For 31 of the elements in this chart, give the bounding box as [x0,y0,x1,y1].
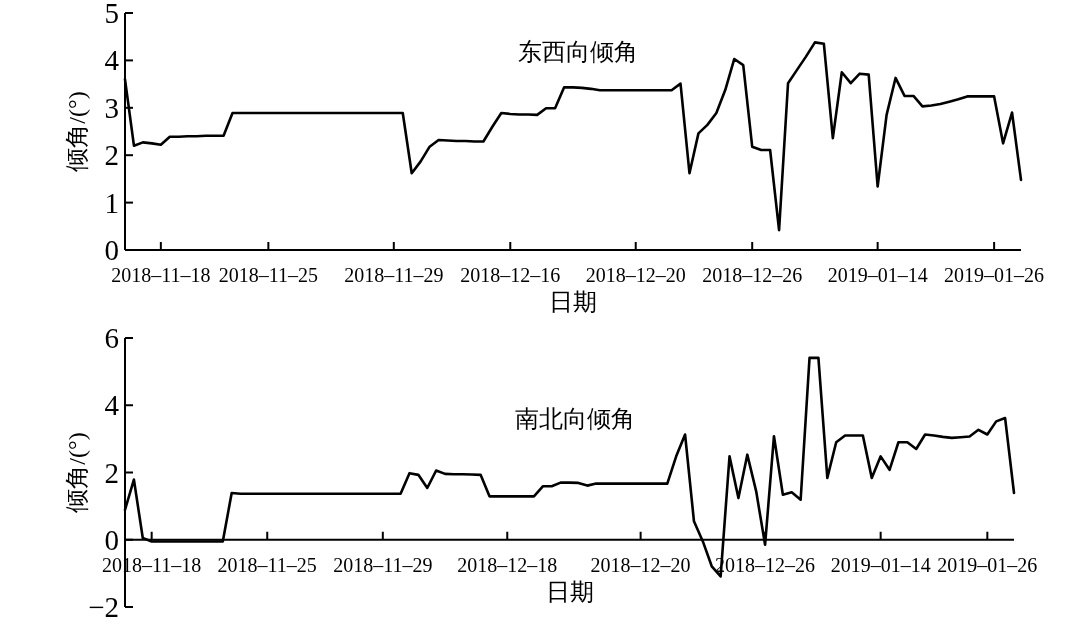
y-tick-label: −2 [88,591,119,623]
text: 东西向倾角 [518,39,638,65]
y-tick-label: 0 [104,523,119,556]
y-tick-label: 2 [104,456,119,489]
x-tick-label: 2018–12–16 [460,264,561,286]
y-tick-label: 3 [104,91,119,124]
x-tick-label: 2018–11–29 [344,264,444,286]
x-tick-label: 2018–11–18 [111,264,211,286]
y-tick-label: 4 [104,44,120,77]
x-tick-label: 2019–01–26 [944,264,1045,286]
x-tick-label: 2018–12–20 [585,264,686,286]
y-tick-label: 4 [104,389,120,422]
x-tick-label: 2018–12–26 [702,264,803,286]
x-tick-label: 2019–01–14 [830,553,931,576]
text: 南北向倾角 [514,406,635,432]
y-axis-title: 倾角/(°) [64,91,90,172]
y-tick-label: 6 [104,322,119,354]
x-tick-label: 2018–11–29 [333,553,433,576]
x-tick-label: 2019–01–26 [937,553,1038,576]
x-tick-label: 2018–11–25 [218,264,318,286]
y-tick-label: 0 [104,234,119,266]
y-tick-label: 2 [104,139,119,172]
x-axis-title: 日期 [549,289,597,315]
y-tick-label: 1 [104,186,119,219]
x-tick-label: 2018–11–25 [217,553,317,576]
y-tick-label: 5 [104,0,119,29]
x-tick-label: 2019–01–14 [827,264,928,286]
x-tick-label: 2018–12–18 [457,553,558,576]
x-axis-title: 日期 [545,578,594,605]
y-axis-title: 倾角/(°) [64,432,90,513]
x-tick-label: 2018–12–20 [590,553,691,576]
